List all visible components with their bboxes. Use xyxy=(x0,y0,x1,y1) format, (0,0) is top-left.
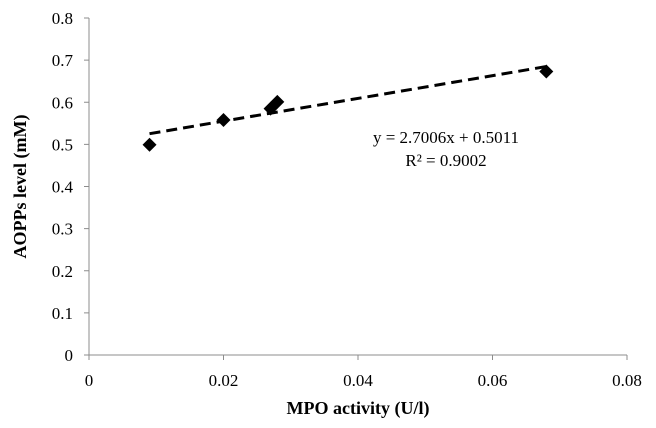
r-squared-label: R² = 0.9002 xyxy=(405,151,486,170)
data-point xyxy=(270,94,285,109)
x-axis-ticks: 0 0.02 0.04 0.06 0.08 xyxy=(85,355,642,390)
x-tick-label: 0.02 xyxy=(209,371,239,390)
x-tick-label: 0.08 xyxy=(612,371,642,390)
y-tick-label: 0.3 xyxy=(52,220,73,239)
y-tick-label: 0.1 xyxy=(52,304,73,323)
y-tick-label: 0.7 xyxy=(52,51,74,70)
y-tick-label: 0.2 xyxy=(52,262,73,281)
data-points xyxy=(142,64,554,152)
y-tick-label: 0.6 xyxy=(52,93,73,112)
y-tick-label: 0 xyxy=(65,346,74,365)
data-point xyxy=(539,64,554,79)
y-tick-label: 0.5 xyxy=(52,135,73,154)
x-tick-label: 0.04 xyxy=(343,371,373,390)
y-axis-ticks: 0 0.1 0.2 0.3 0.4 0.5 0.6 0.7 0.8 xyxy=(52,9,89,365)
trendline-equation: y = 2.7006x + 0.5011 xyxy=(373,128,519,147)
y-tick-label: 0.8 xyxy=(52,9,73,28)
data-point xyxy=(216,112,231,127)
y-axis-title: AOPPs level (mM) xyxy=(10,115,31,259)
data-point xyxy=(142,137,157,152)
trendline xyxy=(149,65,547,136)
y-tick-label: 0.4 xyxy=(52,178,74,197)
x-axis-title: MPO activity (U/l) xyxy=(287,398,430,419)
x-tick-label: 0.06 xyxy=(478,371,508,390)
x-tick-label: 0 xyxy=(85,371,94,390)
